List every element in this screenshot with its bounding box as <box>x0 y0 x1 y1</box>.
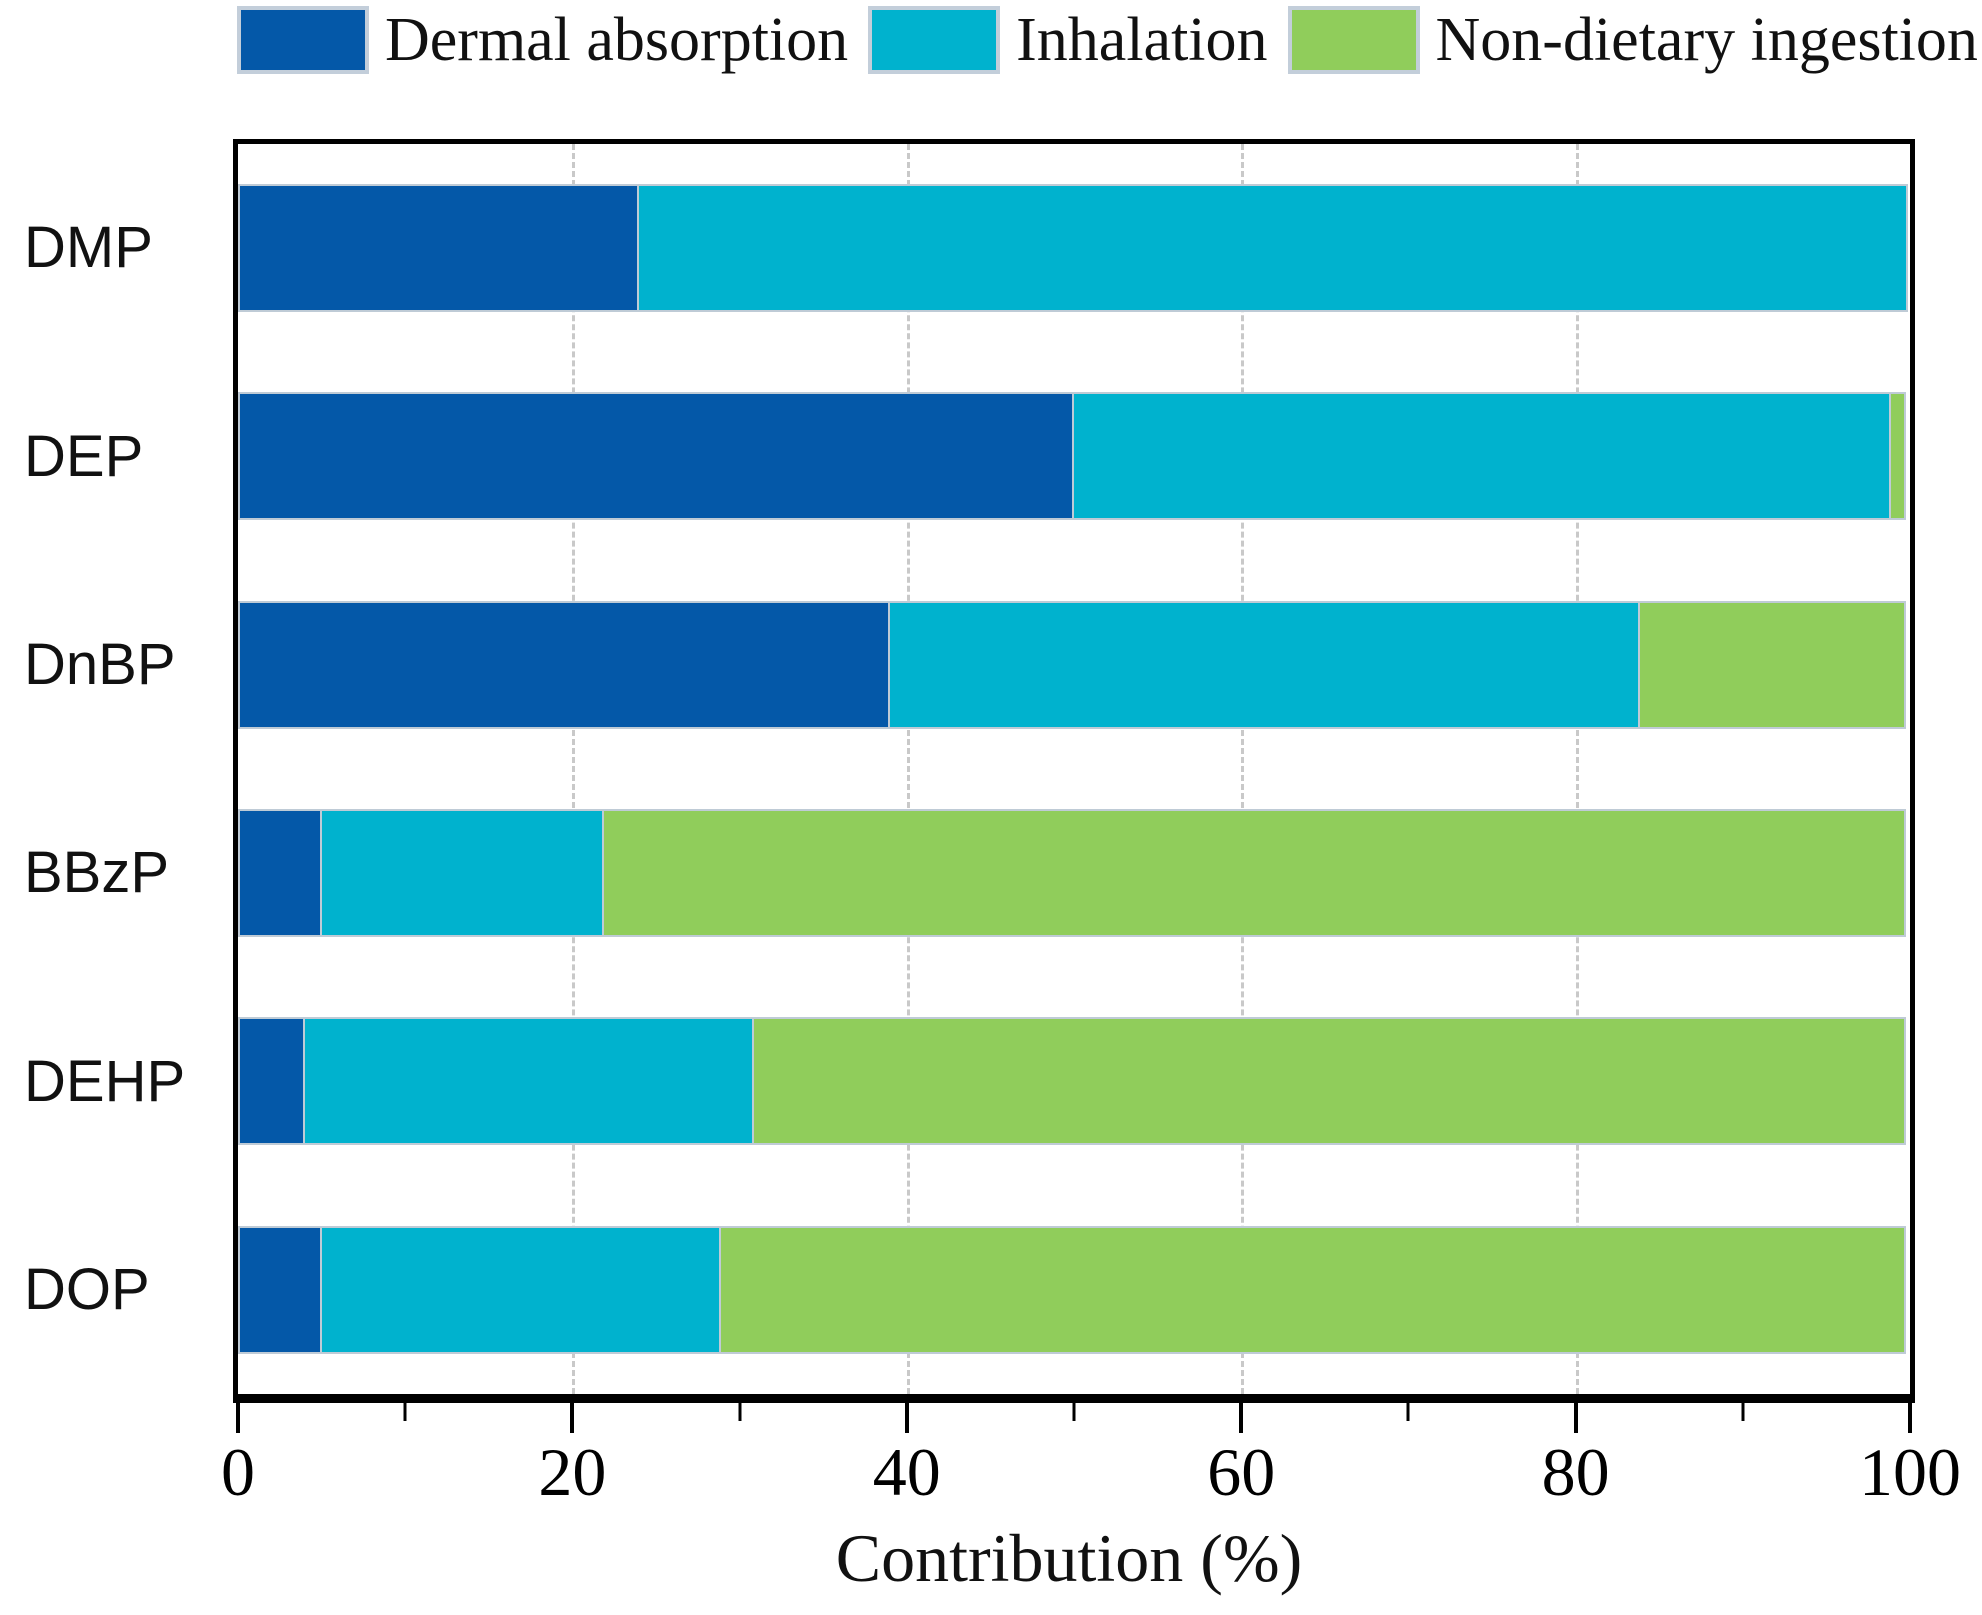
legend-swatch-dermal-absorption <box>237 6 369 74</box>
x-axis-title: Contribution (%) <box>835 1520 1303 1596</box>
category-label-bbzp: BBzP <box>24 840 170 906</box>
x-tick-minor-70 <box>1406 1403 1410 1421</box>
gridline-60 <box>1241 144 1245 1394</box>
x-tick-minor-90 <box>1741 1403 1745 1421</box>
bar-segment-dehp-dermal-absorption <box>238 1017 305 1146</box>
stacked-bar-dnbp <box>238 600 1910 729</box>
stacked-bar-dep <box>238 392 1910 521</box>
category-label-dehp: DEHP <box>24 1048 186 1114</box>
legend-item-inhalation: Inhalation <box>868 6 1268 74</box>
bar-segment-dnbp-inhalation <box>888 600 1641 729</box>
bar-segment-dehp-non-dietary-ingestion <box>752 1017 1906 1146</box>
bar-row-dnbp <box>238 561 1910 769</box>
bar-segment-dehp-inhalation <box>302 1017 755 1146</box>
stacked-bar-dop <box>238 1225 1910 1354</box>
legend-label-dermal-absorption: Dermal absorption <box>385 6 849 74</box>
bar-row-bbzp <box>238 769 1910 977</box>
category-label-dep: DEP <box>24 423 144 489</box>
x-tick-major-100 <box>1908 1403 1912 1433</box>
bar-segment-bbzp-non-dietary-ingestion <box>601 809 1906 938</box>
x-tick-label-80: 80 <box>1541 1434 1610 1510</box>
stacked-bar-dmp <box>238 184 1910 313</box>
x-tick-label-40: 40 <box>872 1434 941 1510</box>
x-tick-minor-50 <box>1072 1403 1076 1421</box>
bar-segment-dnbp-dermal-absorption <box>238 600 891 729</box>
bar-segment-dop-non-dietary-ingestion <box>718 1225 1906 1354</box>
gridline-20 <box>572 144 576 1394</box>
category-label-dmp: DMP <box>24 215 153 281</box>
bar-rows <box>238 144 1910 1394</box>
bar-row-dep <box>238 352 1910 560</box>
legend-label-inhalation: Inhalation <box>1016 6 1268 74</box>
legend-swatch-non-dietary-ingestion <box>1287 6 1420 74</box>
bar-segment-bbzp-dermal-absorption <box>238 809 322 938</box>
plot-area <box>233 139 1915 1403</box>
legend-item-dermal-absorption: Dermal absorption <box>237 6 848 74</box>
x-tick-major-0 <box>236 1403 240 1433</box>
bar-row-dmp <box>238 144 1910 352</box>
x-tick-label-60: 60 <box>1207 1434 1276 1510</box>
x-tick-major-60 <box>1239 1403 1244 1433</box>
legend-swatch-inhalation <box>868 6 1001 74</box>
category-label-dop: DOP <box>24 1256 150 1322</box>
legend: Dermal absorption Inhalation Non-dietary… <box>237 6 1982 74</box>
x-tick-minor-10 <box>403 1403 407 1421</box>
x-tick-label-0: 0 <box>221 1434 255 1510</box>
bar-row-dehp <box>238 977 1910 1185</box>
legend-label-non-dietary-ingestion: Non-dietary ingestion <box>1435 6 1978 74</box>
x-tick-major-40 <box>904 1403 909 1433</box>
x-tick-major-20 <box>570 1403 575 1433</box>
x-tick-label-20: 20 <box>538 1434 607 1510</box>
bar-segment-dop-dermal-absorption <box>238 1225 322 1354</box>
stacked-bar-dehp <box>238 1017 1910 1146</box>
bar-segment-dmp-inhalation <box>637 184 1908 313</box>
bar-segment-dep-non-dietary-ingestion <box>1889 392 1906 521</box>
bar-segment-dmp-dermal-absorption <box>238 184 640 313</box>
bar-row-dop <box>238 1186 1910 1394</box>
gridline-40 <box>906 144 910 1394</box>
x-tick-major-80 <box>1573 1403 1578 1433</box>
bar-segment-dep-dermal-absorption <box>238 392 1074 521</box>
category-label-dnbp: DnBP <box>24 631 176 697</box>
bar-segment-bbzp-inhalation <box>319 809 604 938</box>
gridline-80 <box>1575 144 1579 1394</box>
bar-segment-dep-inhalation <box>1072 392 1892 521</box>
bar-segment-dop-inhalation <box>319 1225 721 1354</box>
bar-segment-dnbp-non-dietary-ingestion <box>1638 600 1906 729</box>
stacked-bar-bbzp <box>238 809 1910 938</box>
legend-item-non-dietary-ingestion: Non-dietary ingestion <box>1287 6 1978 74</box>
x-tick-minor-30 <box>738 1403 742 1421</box>
x-tick-label-100: 100 <box>1859 1434 1961 1510</box>
